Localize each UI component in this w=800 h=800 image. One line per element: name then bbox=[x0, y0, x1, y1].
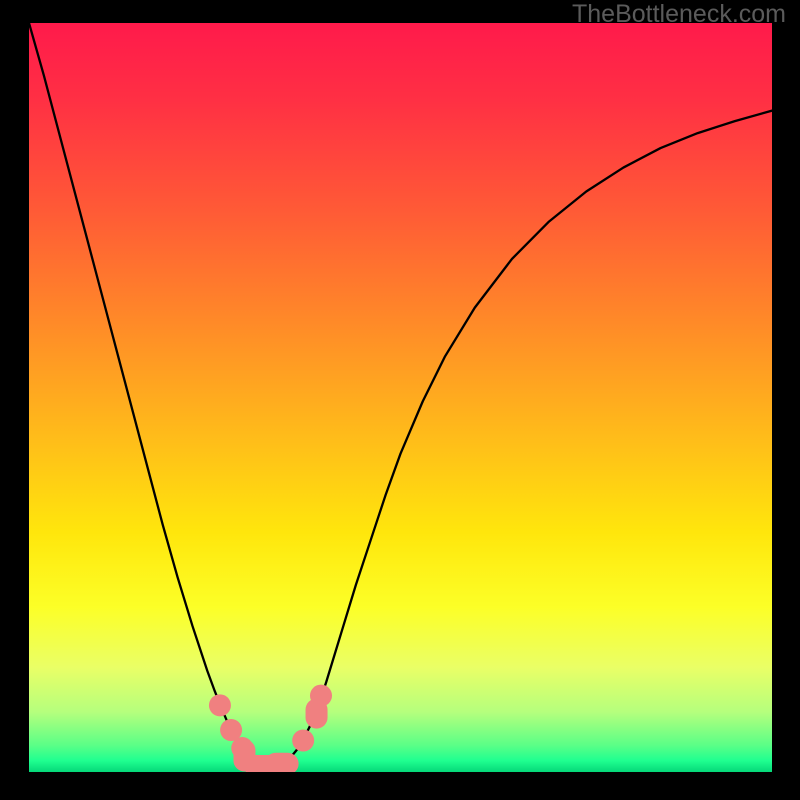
watermark-text: TheBottleneck.com bbox=[572, 0, 786, 29]
data-marker bbox=[265, 753, 299, 772]
chart-container: TheBottleneck.com bbox=[0, 0, 800, 800]
data-marker bbox=[292, 730, 314, 752]
gradient-background bbox=[29, 23, 772, 772]
data-marker bbox=[310, 685, 332, 707]
bottleneck-chart bbox=[29, 23, 772, 772]
data-marker bbox=[209, 694, 231, 716]
